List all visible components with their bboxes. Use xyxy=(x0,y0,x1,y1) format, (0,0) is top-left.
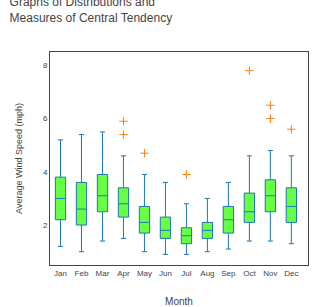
svg-text:Oct: Oct xyxy=(243,269,256,278)
svg-text:Jan: Jan xyxy=(54,269,67,278)
svg-text:Nov: Nov xyxy=(263,269,277,278)
svg-text:Graphs of Distributions andMea: Graphs of Distributions andMeasures of C… xyxy=(10,0,173,25)
svg-text:Aug: Aug xyxy=(200,269,214,278)
svg-text:May: May xyxy=(137,269,152,278)
svg-text:Jun: Jun xyxy=(159,269,172,278)
svg-text:2: 2 xyxy=(43,221,48,230)
svg-text:Apr: Apr xyxy=(117,269,130,278)
svg-text:Month: Month xyxy=(165,296,193,307)
svg-text:Dec: Dec xyxy=(284,269,298,278)
svg-text:4: 4 xyxy=(43,168,48,177)
svg-text:Feb: Feb xyxy=(75,269,89,278)
svg-text:6: 6 xyxy=(43,114,48,123)
svg-text:8: 8 xyxy=(43,61,48,70)
svg-text:Sep: Sep xyxy=(221,269,236,278)
svg-text:Average Wind Speed (mph): Average Wind Speed (mph) xyxy=(14,103,24,214)
svg-text:Jul: Jul xyxy=(181,269,191,278)
svg-text:Mar: Mar xyxy=(96,269,110,278)
